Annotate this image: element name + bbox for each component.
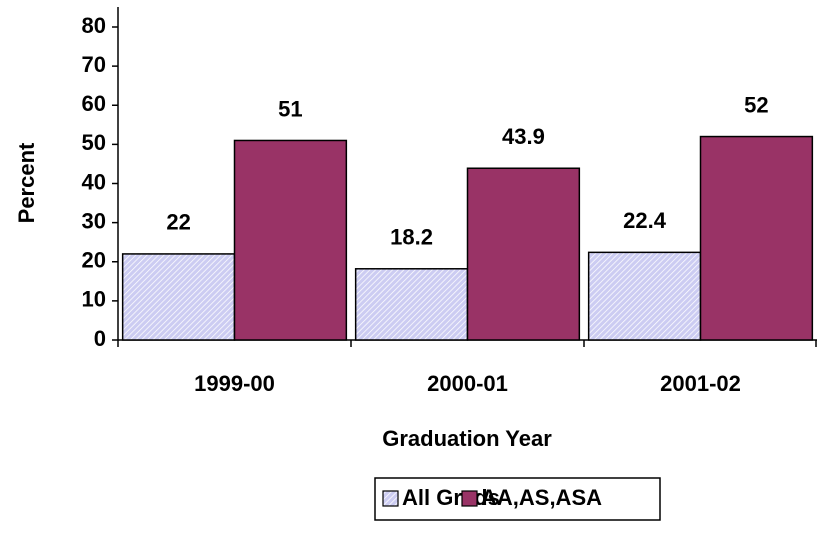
y-tick-label: 50: [82, 130, 106, 155]
y-axis-title: Percent: [14, 142, 39, 223]
y-tick-label: 70: [82, 52, 106, 77]
bar: [587, 251, 702, 341]
x-axis-title: Graduation Year: [382, 426, 552, 451]
y-tick-label: 0: [94, 326, 106, 351]
y-tick-label: 80: [82, 13, 106, 38]
data-label: 22.4: [623, 208, 667, 233]
y-tick-label: 60: [82, 91, 106, 116]
data-label: 51: [278, 96, 302, 121]
legend-box: [374, 477, 661, 521]
y-tick-label: 40: [82, 169, 106, 194]
data-label: 18.2: [390, 225, 433, 250]
data-label: 52: [744, 92, 768, 117]
legend-label: All Grads: [402, 485, 500, 510]
bar: [466, 167, 581, 341]
bar: [354, 268, 469, 341]
x-tick-label: 2000-01: [427, 371, 508, 396]
y-tick-label: 30: [82, 208, 106, 233]
y-tick-label: 10: [82, 287, 106, 312]
bar: [121, 253, 236, 341]
legend-swatch: [382, 490, 399, 507]
legend-label: AA,AS,ASA: [481, 485, 602, 510]
bar: [233, 139, 348, 341]
x-tick-label: 1999-00: [194, 371, 275, 396]
data-label: 22: [166, 210, 190, 235]
y-tick-label: 20: [82, 248, 106, 273]
legend-swatch: [461, 490, 478, 507]
bar: [699, 135, 814, 341]
x-tick-label: 2001-02: [660, 371, 741, 396]
data-label: 43.9: [502, 124, 545, 149]
